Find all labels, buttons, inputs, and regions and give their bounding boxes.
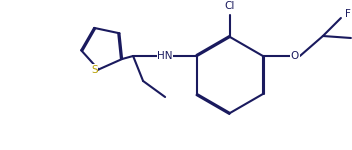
Text: S: S [91,64,98,75]
Text: HN: HN [157,51,173,61]
Text: Cl: Cl [225,1,235,11]
Text: O: O [291,51,299,61]
Text: F: F [345,9,351,19]
